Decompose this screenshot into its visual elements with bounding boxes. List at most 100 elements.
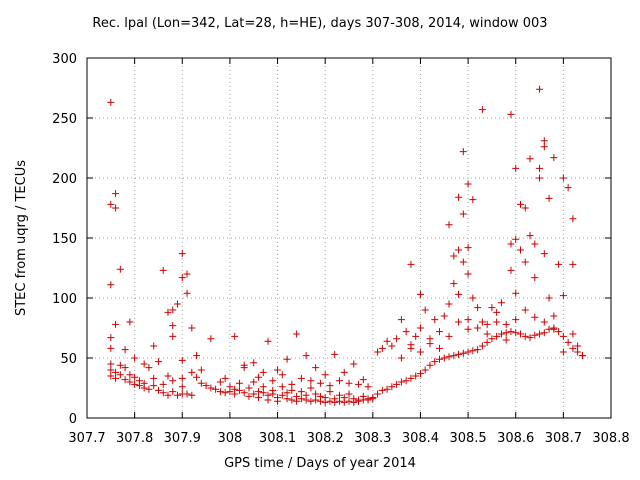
- data-point: [350, 360, 358, 368]
- data-point: [150, 382, 158, 390]
- data-point: [150, 342, 158, 350]
- data-point: [307, 384, 315, 392]
- data-point: [474, 324, 482, 332]
- data-point: [483, 330, 491, 338]
- data-point: [150, 374, 158, 382]
- data-point: [121, 364, 129, 372]
- data-point: [164, 372, 172, 380]
- data-point: [512, 235, 520, 243]
- data-point: [459, 148, 467, 156]
- data-point: [293, 330, 301, 338]
- data-point: [345, 397, 353, 405]
- data-point: [483, 338, 491, 346]
- data-point: [526, 232, 534, 240]
- data-point: [393, 335, 401, 343]
- data-point: [383, 337, 391, 345]
- data-point: [178, 274, 186, 282]
- data-point: [193, 373, 201, 381]
- data-point: [283, 389, 291, 397]
- x-tick-label: 308.6: [497, 431, 534, 446]
- data-point: [464, 348, 472, 356]
- data-point: [335, 377, 343, 385]
- data-point: [397, 316, 405, 324]
- data-point: [235, 379, 243, 387]
- data-point: [154, 386, 162, 394]
- data-point: [245, 384, 253, 392]
- data-point: [445, 332, 453, 340]
- data-point: [307, 397, 315, 405]
- data-point: [359, 376, 367, 384]
- data-point: [250, 390, 258, 398]
- data-point: [231, 390, 239, 398]
- data-point: [169, 322, 177, 330]
- data-point: [545, 294, 553, 302]
- data-point: [516, 330, 524, 338]
- data-point: [531, 331, 539, 339]
- data-point: [183, 390, 191, 398]
- data-point: [278, 391, 286, 399]
- data-point: [312, 364, 320, 372]
- data-point: [312, 390, 320, 398]
- data-point: [464, 325, 472, 333]
- data-point: [159, 389, 167, 397]
- data-point: [112, 190, 120, 198]
- data-point: [250, 378, 258, 386]
- data-point: [478, 342, 486, 350]
- data-point: [550, 312, 558, 320]
- x-tick-label: 307.9: [164, 431, 201, 446]
- data-point: [188, 368, 196, 376]
- data-point: [116, 265, 124, 273]
- data-point: [469, 347, 477, 355]
- data-point: [254, 388, 262, 396]
- data-point: [312, 396, 320, 404]
- data-point: [521, 258, 529, 266]
- data-point: [388, 342, 396, 350]
- data-point: [540, 250, 548, 258]
- data-point: [497, 330, 505, 338]
- data-point: [164, 308, 172, 316]
- data-point: [540, 137, 548, 145]
- data-point: [131, 373, 139, 381]
- data-point: [407, 260, 415, 268]
- data-point: [169, 388, 177, 396]
- data-point: [402, 377, 410, 385]
- data-point: [140, 360, 148, 368]
- data-point: [402, 328, 410, 336]
- data-point: [531, 274, 539, 282]
- data-point: [550, 154, 558, 162]
- data-point: [183, 289, 191, 297]
- data-point: [355, 380, 363, 388]
- data-point: [555, 260, 563, 268]
- data-point: [512, 316, 520, 324]
- data-point: [436, 344, 444, 352]
- data-point: [559, 174, 567, 182]
- plot-frame: [86, 57, 612, 419]
- data-point: [269, 386, 277, 394]
- data-point: [455, 290, 463, 298]
- data-point: [469, 196, 477, 204]
- data-point: [178, 383, 186, 391]
- data-point: [469, 294, 477, 302]
- data-point: [397, 354, 405, 362]
- chart-title: Rec. lpal (Lon=342, Lat=28, h=HE), days …: [92, 16, 548, 31]
- data-point: [450, 352, 458, 360]
- y-tick-label: 150: [52, 232, 77, 247]
- data-point: [259, 383, 267, 391]
- data-point: [340, 368, 348, 376]
- data-point: [335, 391, 343, 399]
- data-point: [197, 379, 205, 387]
- data-point: [126, 378, 134, 386]
- data-point: [302, 391, 310, 399]
- data-point: [188, 324, 196, 332]
- data-point: [426, 340, 434, 348]
- y-tick-label: 200: [52, 172, 77, 187]
- data-point: [412, 332, 420, 340]
- data-point: [326, 388, 334, 396]
- data-point: [474, 304, 482, 312]
- data-point: [112, 368, 120, 376]
- data-point: [564, 184, 572, 192]
- x-tick-label: 308.7: [545, 431, 582, 446]
- data-point: [569, 260, 577, 268]
- data-point: [455, 318, 463, 326]
- data-point: [254, 394, 262, 402]
